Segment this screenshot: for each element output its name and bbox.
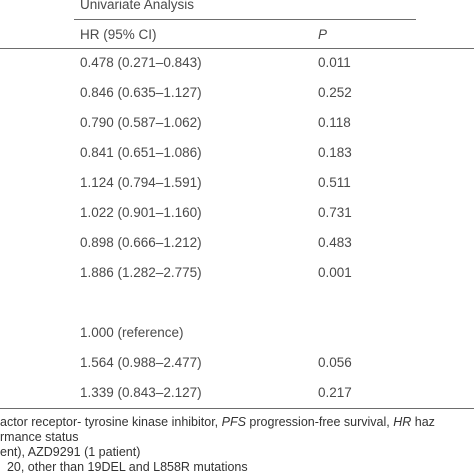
table-cell: 0.846 (0.635–1.127)	[80, 85, 202, 100]
table-bottom-rule	[0, 408, 474, 409]
table-cell: 0.217	[318, 385, 352, 400]
table-cell: 0.731	[318, 205, 352, 220]
footnote: actor receptor- tyrosine kinase inhibito…	[0, 414, 435, 430]
table-cell: 0.011	[318, 55, 351, 70]
table-cell: 0.478 (0.271–0.843)	[80, 55, 202, 70]
table-cell: 0.790 (0.587–1.062)	[80, 115, 202, 130]
footnote: 20, other than 19DEL and L858R mutations	[0, 459, 248, 475]
table-cell: 0.483	[318, 235, 352, 250]
column-header: HR (95% CI)	[80, 27, 157, 42]
footnote-text: haz	[411, 415, 435, 429]
table-cell: 1.564 (0.988–2.477)	[80, 355, 202, 370]
table-cell: 0.001	[318, 265, 352, 280]
footnote-text: ent), AZD9291 (1 patient)	[0, 445, 141, 459]
table-cell: 0.841 (0.651–1.086)	[80, 145, 202, 160]
header-rule	[74, 19, 416, 20]
column-header: P	[318, 27, 328, 42]
footnote: ent), AZD9291 (1 patient)	[0, 444, 140, 460]
table-cell: 1.339 (0.843–2.127)	[80, 385, 202, 400]
table-cell: 0.183	[318, 145, 352, 160]
footnote-text: PFS	[221, 415, 246, 429]
footnote-text: progression-free survival,	[245, 415, 394, 429]
footnote-text: HR	[393, 415, 412, 429]
footnote-text: 20, other than 19DEL and L858R mutations	[0, 460, 248, 474]
table-cell: 0.056	[318, 355, 352, 370]
table-cell: 1.000 (reference)	[80, 325, 184, 340]
table-cell: 0.252	[318, 85, 352, 100]
table-cell: 1.886 (1.282–2.775)	[80, 265, 202, 280]
table-cell: 0.511	[318, 175, 351, 190]
header-rule	[0, 48, 474, 49]
group-header: Univariate Analysis	[80, 0, 195, 12]
table-cell: 1.022 (0.901–1.160)	[80, 205, 202, 220]
table-cell: 1.124 (0.794–1.591)	[80, 175, 202, 190]
footnote-text: actor receptor- tyrosine kinase inhibito…	[0, 415, 222, 429]
table-cell: 0.118	[318, 115, 351, 130]
footnote-text: rmance status	[0, 430, 79, 444]
footnote: rmance status	[0, 429, 79, 445]
table-cell: 0.898 (0.666–1.212)	[80, 235, 202, 250]
